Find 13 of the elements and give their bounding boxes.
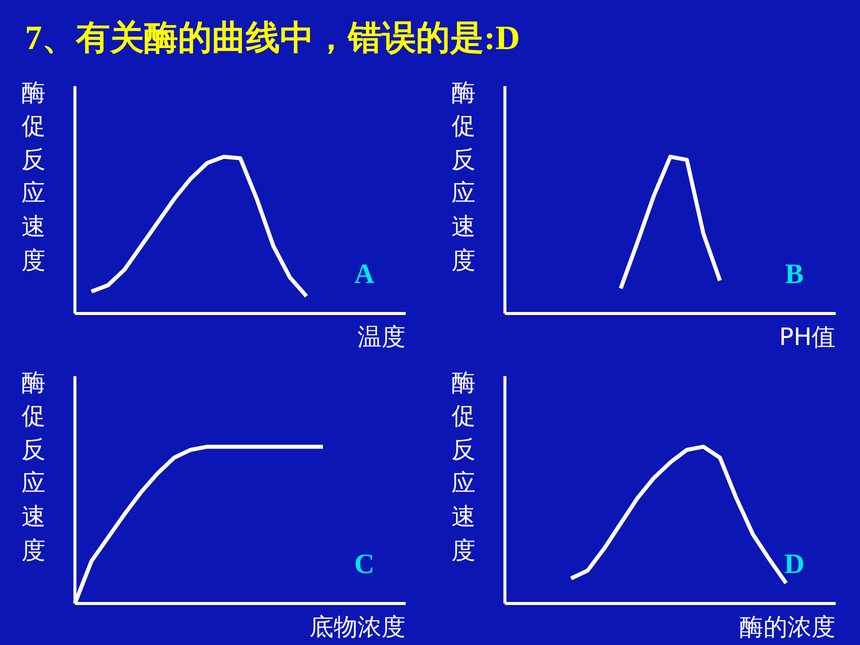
x-axis-title: 温度: [358, 322, 406, 351]
annotation: A: [354, 258, 376, 290]
y-axis-title: 酶促反应速度: [452, 78, 476, 274]
x-axis-title: PH值: [779, 322, 836, 351]
x-axis-title: 底物浓度: [310, 612, 406, 641]
x-axis-title: 酶的浓度: [740, 612, 836, 641]
annotation: C: [354, 548, 374, 580]
y-axis-title: 酶促反应速度: [452, 368, 476, 564]
annotation: B: [785, 258, 804, 290]
annotation: D: [784, 548, 804, 580]
y-axis-title: 酶促反应速度: [22, 368, 46, 564]
chart-title: 7、有关酶的曲线中，错误的是:D: [25, 20, 520, 57]
y-axis-title: 酶促反应速度: [22, 78, 46, 274]
